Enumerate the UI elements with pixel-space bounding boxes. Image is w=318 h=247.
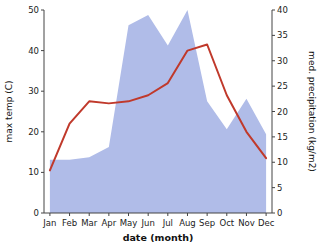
x-tick-label: Dec: [258, 218, 275, 228]
x-tick-label: Jan: [42, 218, 56, 228]
x-tick: [108, 213, 109, 216]
plot-area: [50, 10, 266, 213]
y2-tick: [272, 60, 275, 61]
y2-tick: [272, 136, 275, 137]
x-axis-line: [44, 213, 272, 214]
x-tick: [128, 213, 129, 216]
y2-axis-label: med. precipitation (kg/m2): [307, 51, 317, 172]
x-tick-label: Oct: [219, 218, 234, 228]
y2-tick-label: 20: [277, 107, 288, 117]
x-tick-label: Apr: [102, 218, 117, 228]
y2-tick: [272, 213, 275, 214]
x-tick: [266, 213, 267, 216]
y2-tick: [272, 86, 275, 87]
y2-tick: [272, 10, 275, 11]
x-tick: [69, 213, 70, 216]
y2-tick: [272, 162, 275, 163]
x-tick: [89, 213, 90, 216]
x-tick: [167, 213, 168, 216]
y-tick: [41, 172, 44, 173]
x-tick: [207, 213, 208, 216]
y-tick-label: 10: [28, 167, 39, 177]
x-tick-label: Jun: [141, 218, 155, 228]
x-tick: [148, 213, 149, 216]
x-tick-label: Mar: [81, 218, 98, 228]
y2-tick-label: 35: [277, 30, 288, 40]
y-tick-label: 0: [34, 208, 39, 218]
y2-tick-label: 10: [277, 157, 288, 167]
x-tick-label: Sep: [199, 218, 215, 228]
x-tick: [226, 213, 227, 216]
x-tick-label: Nov: [238, 218, 255, 228]
y2-tick-label: 5: [277, 183, 282, 193]
y2-tick: [272, 187, 275, 188]
y-tick: [41, 131, 44, 132]
y-tick: [41, 91, 44, 92]
y-tick: [41, 213, 44, 214]
x-tick-label: May: [120, 218, 138, 228]
y2-tick-label: 30: [277, 56, 288, 66]
y-axis-label: max temp (C): [4, 80, 14, 142]
y-tick-label: 50: [28, 5, 39, 15]
x-tick-label: Aug: [179, 218, 196, 228]
y2-tick-label: 0: [277, 208, 282, 218]
y2-tick: [272, 111, 275, 112]
temperature-line: [50, 45, 266, 171]
y-axis-line: [44, 10, 45, 213]
y-tick-label: 20: [28, 127, 39, 137]
y2-tick-label: 25: [277, 81, 288, 91]
x-tick-label: Jul: [162, 218, 173, 228]
chart: JanFebMarAprMayJunJulAugSepOctNovDec0102…: [0, 0, 318, 247]
y-tick: [41, 50, 44, 51]
y-tick-label: 30: [28, 86, 39, 96]
x-axis-label: date (month): [123, 232, 194, 243]
x-tick-label: Feb: [62, 218, 77, 228]
x-tick: [246, 213, 247, 216]
y2-tick-label: 15: [277, 132, 288, 142]
precipitation-area: [50, 10, 266, 213]
x-tick: [49, 213, 50, 216]
x-tick: [187, 213, 188, 216]
y-tick-label: 40: [28, 46, 39, 56]
y-tick: [41, 10, 44, 11]
y2-tick-label: 40: [277, 5, 288, 15]
y2-tick: [272, 35, 275, 36]
